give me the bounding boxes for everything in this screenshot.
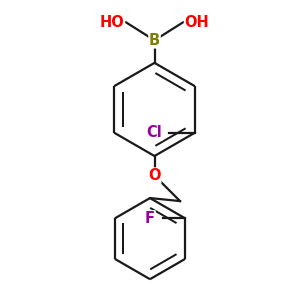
Text: O: O [148, 168, 161, 183]
Text: F: F [145, 211, 155, 226]
Text: HO: HO [100, 15, 124, 30]
Text: Cl: Cl [146, 125, 162, 140]
Text: B: B [149, 33, 160, 48]
Text: OH: OH [184, 15, 209, 30]
